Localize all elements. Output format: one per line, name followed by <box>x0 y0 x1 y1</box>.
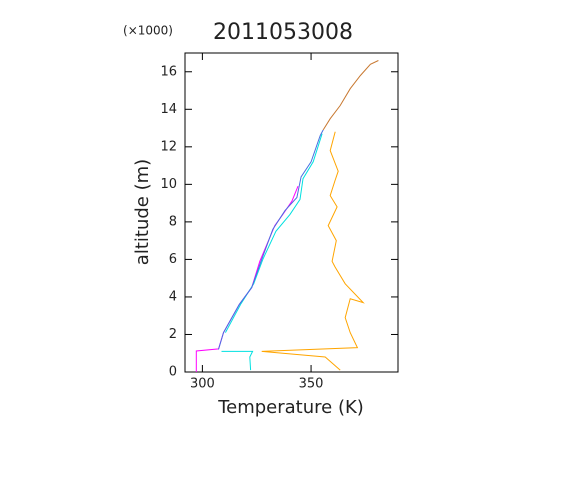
y-tick-label: 4 <box>169 289 177 304</box>
y-axis-title: altitude (m) <box>132 159 153 265</box>
profile-line <box>322 60 379 131</box>
y-tick-label: 0 <box>169 365 177 380</box>
y-tick-label: 2 <box>169 327 177 342</box>
y-tick-label: 14 <box>160 102 177 117</box>
y-multiplier: (×1000) <box>123 24 173 38</box>
y-tick-label: 8 <box>169 214 177 229</box>
profile-line <box>218 129 324 350</box>
x-tick-label: 300 <box>190 377 215 392</box>
profile-line <box>221 133 323 371</box>
profile-line <box>261 131 365 371</box>
x-tick-label: 350 <box>299 377 324 392</box>
plot-frame <box>184 52 399 373</box>
y-tick-label: 6 <box>169 252 177 267</box>
y-tick-label: 10 <box>160 177 177 192</box>
y-tick-label: 12 <box>160 139 177 154</box>
chart-title: 2011053008 <box>213 20 353 45</box>
x-axis-title: Temperature (K) <box>217 397 364 418</box>
y-tick-label: 16 <box>160 64 177 79</box>
